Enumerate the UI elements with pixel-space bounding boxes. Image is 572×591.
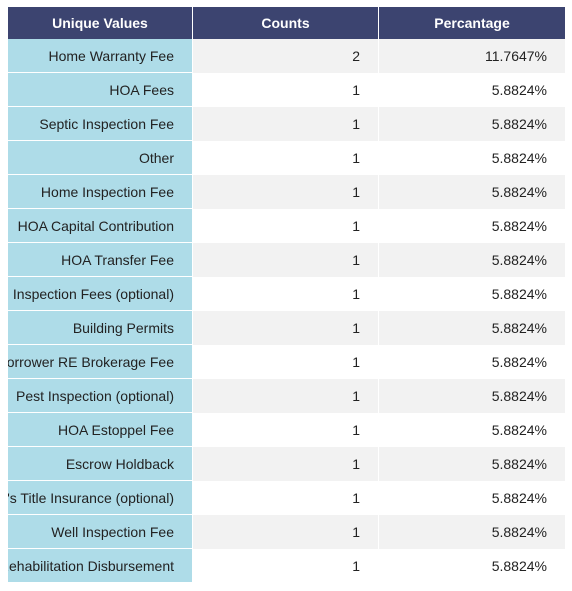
cell-count: 1: [193, 277, 379, 311]
table-row: HOA Estoppel Fee 1 5.8824%: [8, 413, 565, 447]
cell-unique-value: Pest Inspection (optional): [8, 379, 193, 413]
cell-percentage: 5.8824%: [379, 141, 565, 175]
cell-unique-value: Owner's Title Insurance (optional): [8, 481, 193, 515]
cell-count: 1: [193, 141, 379, 175]
table-row: HOA Transfer Fee 1 5.8824%: [8, 243, 565, 277]
table-row: Pest Inspection (optional) 1 5.8824%: [8, 379, 565, 413]
table-row: Septic Inspection Fee 1 5.8824%: [8, 107, 565, 141]
cell-percentage: 5.8824%: [379, 481, 565, 515]
cell-count: 1: [193, 243, 379, 277]
cell-percentage: 5.8824%: [379, 243, 565, 277]
cell-unique-value: Rehabilitation Disbursement: [8, 549, 193, 583]
cell-percentage: 11.7647%: [379, 39, 565, 73]
cell-percentage: 5.8824%: [379, 175, 565, 209]
cell-percentage: 5.8824%: [379, 515, 565, 549]
table-row: Rehabilitation Disbursement 1 5.8824%: [8, 549, 565, 583]
cell-unique-value: Home Inspection Fee: [8, 175, 193, 209]
table-row: Home Inspection Fee 1 5.8824%: [8, 175, 565, 209]
cell-count: 1: [193, 209, 379, 243]
cell-count: 2: [193, 39, 379, 73]
cell-count: 1: [193, 345, 379, 379]
cell-percentage: 5.8824%: [379, 447, 565, 481]
cell-count: 1: [193, 481, 379, 515]
cell-count: 1: [193, 175, 379, 209]
cell-count: 1: [193, 311, 379, 345]
table-row: Well Inspection Fee 1 5.8824%: [8, 515, 565, 549]
table-header-row: Unique Values Counts Percantage: [8, 7, 565, 39]
header-counts: Counts: [193, 7, 379, 39]
cell-count: 1: [193, 447, 379, 481]
cell-percentage: 5.8824%: [379, 549, 565, 583]
table-row: HOA Fees 1 5.8824%: [8, 73, 565, 107]
header-percentage: Percantage: [379, 7, 565, 39]
table-row: HOA Capital Contribution 1 5.8824%: [8, 209, 565, 243]
values-table: Unique Values Counts Percantage Home War…: [8, 7, 565, 583]
cell-count: 1: [193, 379, 379, 413]
table-row: Inspection Fees (optional) 1 5.8824%: [8, 277, 565, 311]
table-row: Home Warranty Fee 2 11.7647%: [8, 39, 565, 73]
cell-unique-value: Borrower RE Brokerage Fee: [8, 345, 193, 379]
cell-unique-value: Escrow Holdback: [8, 447, 193, 481]
table-row: Escrow Holdback 1 5.8824%: [8, 447, 565, 481]
cell-count: 1: [193, 549, 379, 583]
cell-unique-value: Building Permits: [8, 311, 193, 345]
cell-count: 1: [193, 73, 379, 107]
cell-unique-value: HOA Estoppel Fee: [8, 413, 193, 447]
cell-percentage: 5.8824%: [379, 311, 565, 345]
cell-unique-value: Other: [8, 141, 193, 175]
header-unique-values: Unique Values: [8, 7, 193, 39]
cell-percentage: 5.8824%: [379, 345, 565, 379]
cell-unique-value: Inspection Fees (optional): [8, 277, 193, 311]
cell-count: 1: [193, 515, 379, 549]
cell-percentage: 5.8824%: [379, 413, 565, 447]
cell-unique-value: HOA Capital Contribution: [8, 209, 193, 243]
cell-unique-value: Home Warranty Fee: [8, 39, 193, 73]
cell-count: 1: [193, 107, 379, 141]
cell-unique-value: HOA Fees: [8, 73, 193, 107]
cell-percentage: 5.8824%: [379, 73, 565, 107]
table-row: Owner's Title Insurance (optional)15.882…: [8, 481, 565, 515]
cell-percentage: 5.8824%: [379, 209, 565, 243]
cell-percentage: 5.8824%: [379, 379, 565, 413]
cell-count: 1: [193, 413, 379, 447]
cell-unique-value: HOA Transfer Fee: [8, 243, 193, 277]
table-row: Other 1 5.8824%: [8, 141, 565, 175]
table-row: Borrower RE Brokerage Fee 1 5.8824%: [8, 345, 565, 379]
cell-unique-value: Septic Inspection Fee: [8, 107, 193, 141]
cell-percentage: 5.8824%: [379, 107, 565, 141]
table-row: Building Permits 1 5.8824%: [8, 311, 565, 345]
cell-unique-value: Well Inspection Fee: [8, 515, 193, 549]
table-body: Home Warranty Fee 2 11.7647% HOA Fees 1 5.882…: [8, 39, 565, 583]
cell-percentage: 5.8824%: [379, 277, 565, 311]
